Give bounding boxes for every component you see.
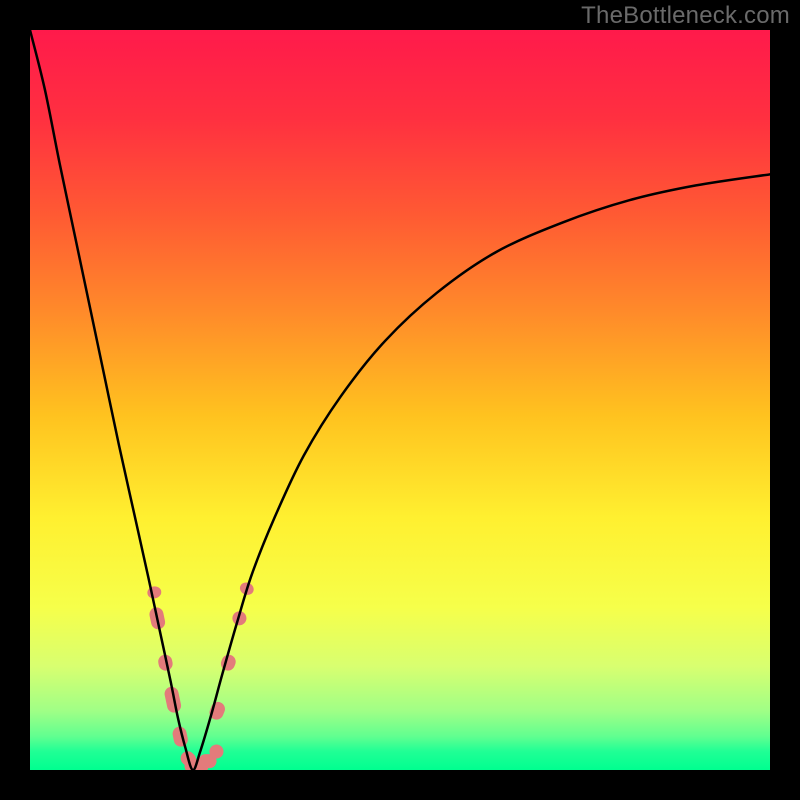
canvas: TheBottleneck.com bbox=[0, 0, 800, 800]
gradient-background bbox=[30, 30, 770, 770]
plot-svg bbox=[0, 0, 800, 800]
watermark-text: TheBottleneck.com bbox=[581, 2, 790, 30]
